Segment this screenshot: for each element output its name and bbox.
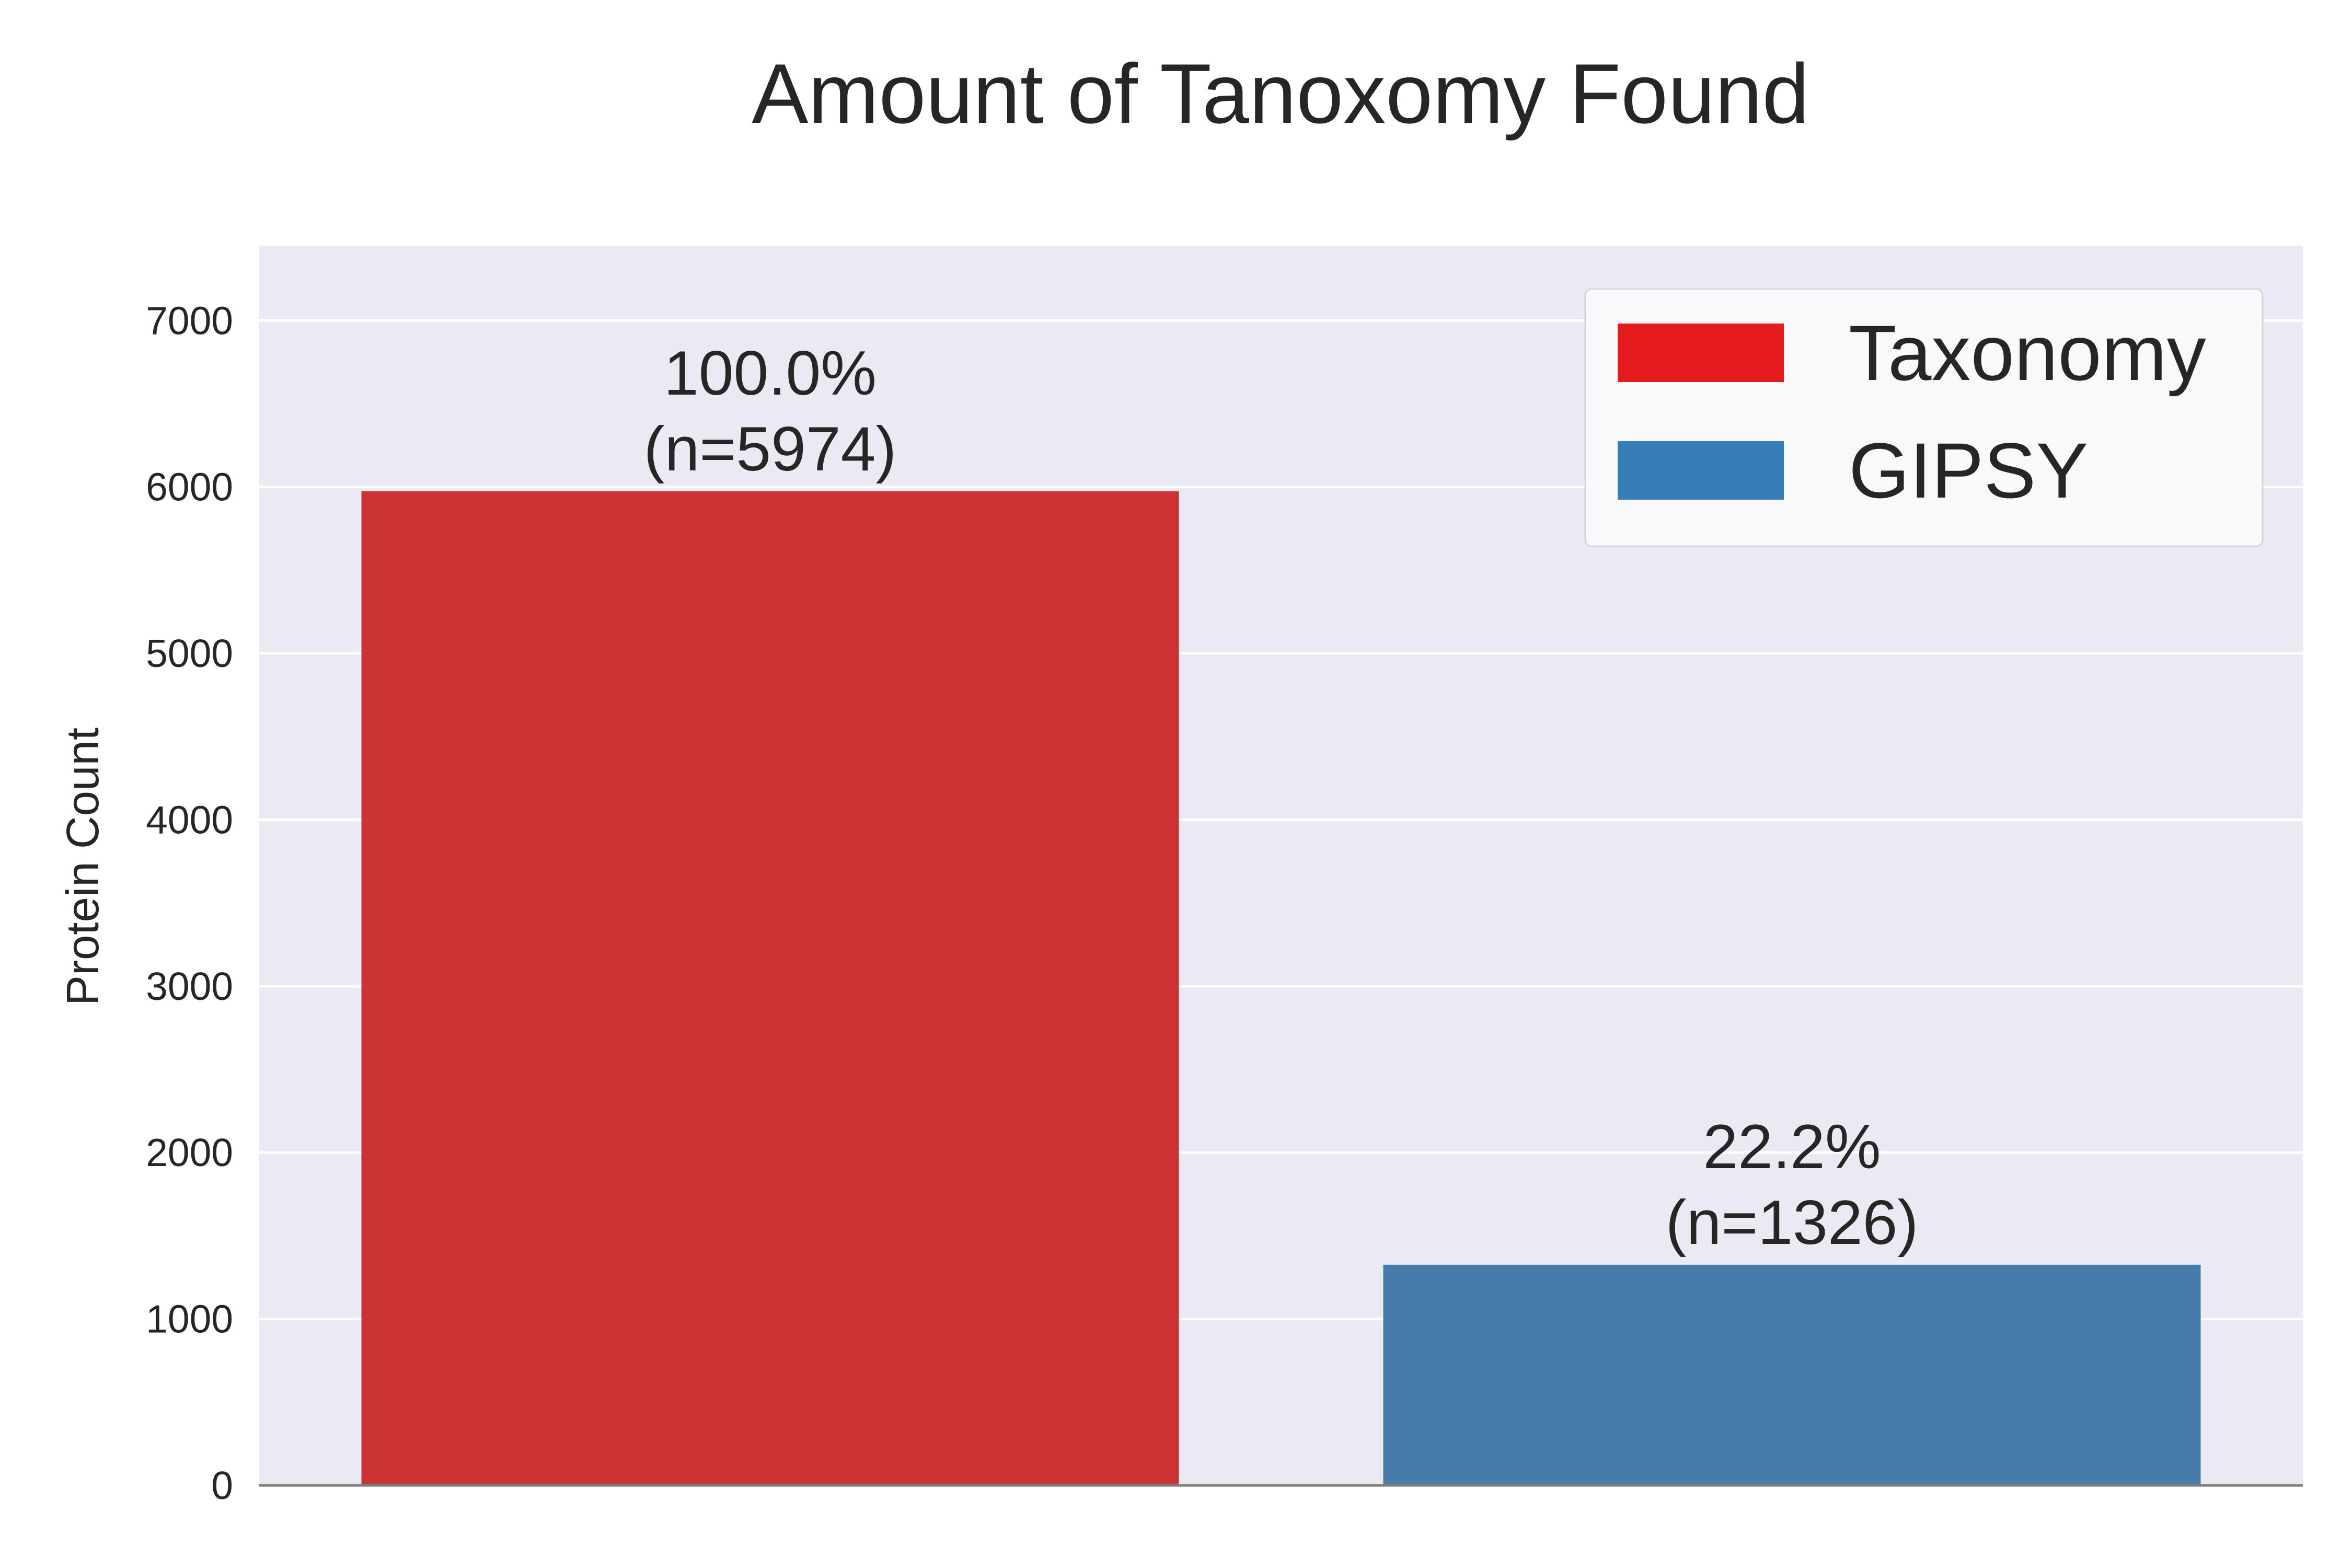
y-axis-label: Protein Count: [57, 728, 108, 1006]
bar-count-label: (n=1326): [1666, 1187, 1919, 1258]
bars: [361, 491, 2201, 1485]
bar-taxonomy: [361, 491, 1179, 1485]
y-tick-label: 4000: [146, 798, 233, 841]
legend-label: GIPSY: [1849, 426, 2089, 514]
chart-title: Amount of Tanoxomy Found: [752, 47, 1809, 141]
legend-label: Taxonomy: [1849, 309, 2206, 397]
legend-swatch: [1618, 441, 1784, 500]
legend-swatch: [1618, 324, 1784, 382]
bar-labels: 100.0%(n=5974) 22.2%(n=1326): [644, 338, 1919, 1258]
y-tick-label: 1000: [146, 1297, 233, 1341]
y-axis-ticks: 0 1000 2000 3000 4000 5000 6000 7000: [146, 298, 233, 1507]
y-tick-label: 3000: [146, 964, 233, 1008]
legend: Taxonomy GIPSY: [1584, 288, 2264, 547]
bar-gipsy: [1383, 1264, 2201, 1485]
bar-percent-label: 100.0%: [664, 338, 877, 408]
y-tick-label: 2000: [146, 1131, 233, 1174]
y-tick-label: 6000: [146, 465, 233, 509]
y-tick-label: 7000: [146, 298, 233, 342]
y-tick-label: 5000: [146, 631, 233, 675]
bar-count-label: (n=5974): [644, 414, 897, 484]
bar-percent-label: 22.2%: [1703, 1112, 1881, 1182]
y-tick-label: 0: [211, 1463, 233, 1507]
